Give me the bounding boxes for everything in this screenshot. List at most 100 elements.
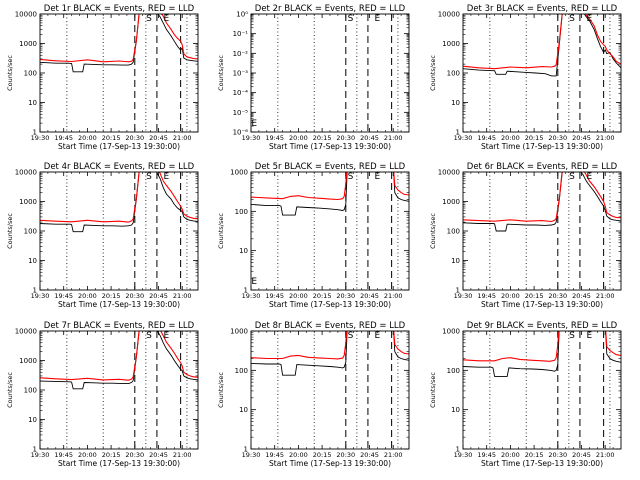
- plot-frame: [250, 330, 410, 450]
- y-tick-label: 10⁻²: [233, 50, 249, 58]
- interval-marker-label: E: [587, 14, 593, 24]
- x-axis-label: Start Time (17-Sep-13 19:30:00): [269, 459, 391, 468]
- y-axis-label: Counts/sec: [217, 213, 225, 249]
- y-tick-label: 10: [451, 406, 460, 414]
- lld-series-line: [463, 331, 621, 362]
- events-series-line: [463, 14, 621, 77]
- y-axis-label: Counts/sec: [6, 213, 14, 249]
- x-tick-label: 20:00: [78, 451, 97, 459]
- y-tick-label: 1000: [442, 40, 460, 48]
- interval-marker-label: E: [251, 119, 257, 129]
- y-tick-label: 10: [451, 257, 460, 265]
- y-tick-label: 10000: [15, 169, 37, 177]
- lld-series-line: [463, 172, 621, 223]
- x-axis-label: Start Time (17-Sep-13 19:30:00): [269, 300, 391, 309]
- y-tick-label: 10⁻⁴: [233, 89, 249, 97]
- panel-title: Det 9r BLACK = Events, RED = LLD: [467, 321, 618, 331]
- x-tick-label: 19:30: [31, 292, 50, 300]
- y-tick-label: 1: [33, 129, 37, 137]
- x-tick-label: 20:30: [336, 134, 355, 142]
- interval-marker-label: S: [569, 172, 575, 182]
- x-tick-label: 20:00: [501, 292, 520, 300]
- panel-title: Det 1r BLACK = Events, RED = LLD: [44, 4, 195, 14]
- x-axis-label: Start Time (17-Sep-13 19:30:00): [481, 300, 603, 309]
- plot-frame: [39, 13, 199, 133]
- y-tick-label: 1: [244, 446, 248, 454]
- x-tick-label: 20:15: [313, 134, 332, 142]
- x-axis-label: Start Time (17-Sep-13 19:30:00): [481, 142, 603, 151]
- y-tick-label: 10000: [438, 169, 460, 177]
- x-tick-label: 20:15: [102, 451, 121, 459]
- x-tick-label: 20:30: [548, 134, 567, 142]
- plot-frame: [250, 171, 410, 291]
- x-tick-label: 19:30: [454, 292, 473, 300]
- x-tick-label: 19:30: [242, 451, 261, 459]
- y-tick-label: 1000: [442, 328, 460, 336]
- x-tick-label: 20:45: [149, 292, 168, 300]
- x-tick-label: 20:15: [102, 292, 121, 300]
- y-tick-label: 10: [28, 99, 37, 107]
- x-tick-label: 20:15: [313, 292, 332, 300]
- interval-marker-label: S: [146, 172, 152, 182]
- x-tick-label: 20:00: [78, 292, 97, 300]
- lld-series-line: [40, 331, 198, 381]
- y-tick-label: 10: [28, 416, 37, 424]
- panel-det-5: Det 5r BLACK = Events, RED = LLD Counts/s…: [217, 162, 410, 309]
- x-tick-label: 20:45: [572, 134, 591, 142]
- y-tick-label: 1000: [230, 328, 248, 336]
- x-axis-label: Start Time (17-Sep-13 19:30:00): [481, 459, 603, 468]
- x-tick-label: 21:00: [384, 451, 403, 459]
- y-tick-label: 1000: [19, 40, 37, 48]
- panel-det-1: Det 1r BLACK = Events, RED = LLD Counts/s…: [6, 4, 199, 151]
- x-tick-label: 20:00: [78, 134, 97, 142]
- events-series-line: [251, 331, 409, 376]
- y-tick-label: 10⁰: [236, 11, 248, 19]
- x-tick-label: 19:45: [54, 451, 73, 459]
- x-tick-label: 20:00: [501, 134, 520, 142]
- panel-det-8: Det 8r BLACK = Events, RED = LLD Counts/s…: [217, 321, 410, 468]
- y-axis-label: Counts/sec: [429, 55, 437, 91]
- x-tick-label: 19:45: [265, 451, 284, 459]
- y-axis-label: Counts/sec: [217, 372, 225, 408]
- y-tick-label: 1: [456, 287, 460, 295]
- x-tick-label: 20:45: [572, 292, 591, 300]
- y-tick-label: 10: [239, 247, 248, 255]
- x-tick-label: 20:30: [336, 292, 355, 300]
- x-tick-label: 19:45: [265, 292, 284, 300]
- interval-marker-label: E: [587, 331, 593, 341]
- x-tick-label: 20:45: [572, 451, 591, 459]
- x-tick-label: 19:30: [454, 451, 473, 459]
- plot-frame: [462, 330, 622, 450]
- y-tick-label: 1000: [230, 169, 248, 177]
- y-tick-label: 100: [24, 228, 37, 236]
- x-tick-label: 20:45: [149, 134, 168, 142]
- y-tick-label: 1: [33, 287, 37, 295]
- y-tick-label: 100: [447, 228, 460, 236]
- interval-marker-label: S: [569, 331, 575, 341]
- y-axis-label: Counts/sec: [429, 213, 437, 249]
- panel-det-6: Det 6r BLACK = Events, RED = LLD Counts/s…: [429, 162, 622, 309]
- x-axis-label: Start Time (17-Sep-13 19:30:00): [269, 142, 391, 151]
- x-tick-label: 19:30: [454, 134, 473, 142]
- x-tick-label: 20:30: [125, 451, 144, 459]
- x-tick-label: 20:30: [548, 292, 567, 300]
- x-tick-label: 21:00: [173, 134, 192, 142]
- y-tick-label: 10: [451, 99, 460, 107]
- x-tick-label: 19:30: [242, 134, 261, 142]
- interval-marker-label: S: [146, 331, 152, 341]
- lld-series-line: [463, 14, 621, 70]
- panel-det-4: Det 4r BLACK = Events, RED = LLD Counts/s…: [6, 162, 199, 309]
- x-tick-label: 21:00: [384, 134, 403, 142]
- x-tick-label: 21:00: [596, 451, 615, 459]
- y-tick-label: 100: [24, 70, 37, 78]
- x-tick-label: 19:45: [477, 292, 496, 300]
- interval-marker-label: E: [251, 277, 257, 287]
- x-tick-label: 19:45: [265, 134, 284, 142]
- interval-marker-label: E: [164, 14, 170, 24]
- y-tick-label: 10⁻⁵: [233, 109, 249, 117]
- panel-det-7: Det 7r BLACK = Events, RED = LLD Counts/s…: [6, 321, 199, 468]
- y-axis-label: Counts/sec: [6, 55, 14, 91]
- x-tick-label: 19:45: [477, 451, 496, 459]
- x-tick-label: 19:45: [54, 292, 73, 300]
- panel-title: Det 4r BLACK = Events, RED = LLD: [44, 162, 195, 172]
